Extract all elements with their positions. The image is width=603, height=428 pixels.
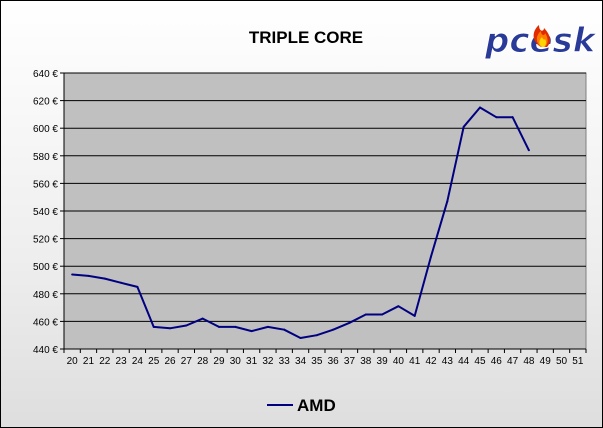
data-point bbox=[201, 317, 204, 320]
data-point bbox=[169, 327, 172, 330]
legend-label-amd: AMD bbox=[297, 396, 336, 415]
data-point bbox=[234, 325, 237, 328]
data-point bbox=[348, 321, 351, 324]
x-tick-label: 29 bbox=[213, 356, 225, 367]
y-tick-label: 560 € bbox=[33, 179, 58, 190]
data-point bbox=[71, 273, 74, 276]
x-tick-label: 28 bbox=[197, 356, 209, 367]
x-tick-label: 23 bbox=[116, 356, 128, 367]
x-tick-label: 50 bbox=[556, 356, 568, 367]
flame-inner bbox=[539, 37, 547, 47]
series-layer bbox=[71, 106, 530, 339]
x-tick-label: 41 bbox=[409, 356, 421, 367]
x-tick-label: 24 bbox=[132, 356, 144, 367]
data-point bbox=[103, 277, 106, 280]
x-axis: 20 21 22 23 24 25 26 27 28 29 30 31 32 33 34 35 36 37 38 39… bbox=[63, 348, 587, 367]
y-tick-label: 440 € bbox=[33, 345, 58, 356]
data-point bbox=[299, 336, 302, 339]
x-tick-label: 44 bbox=[458, 356, 470, 367]
x-tick-label: 42 bbox=[425, 356, 437, 367]
x-tick-label: 37 bbox=[344, 356, 356, 367]
data-point bbox=[250, 330, 253, 333]
x-tick-label: 33 bbox=[279, 356, 291, 367]
y-tick-label: 480 € bbox=[33, 290, 58, 301]
data-point bbox=[87, 274, 90, 277]
y-tick-label: 620 € bbox=[33, 97, 58, 108]
data-point bbox=[332, 328, 335, 331]
legend: AMD bbox=[267, 396, 336, 415]
data-point bbox=[430, 255, 433, 258]
data-point bbox=[511, 116, 514, 119]
x-tick-label: 40 bbox=[393, 356, 405, 367]
chart-title: TRIPLE CORE bbox=[249, 28, 363, 47]
data-point bbox=[413, 314, 416, 317]
data-point bbox=[152, 325, 155, 328]
data-point bbox=[136, 285, 139, 288]
x-tick-label: 43 bbox=[442, 356, 454, 367]
data-point bbox=[266, 325, 269, 328]
y-tick-label: 640 € bbox=[33, 69, 58, 80]
data-point bbox=[283, 328, 286, 331]
x-tick-label: 21 bbox=[83, 356, 95, 367]
x-tick-label: 32 bbox=[262, 356, 274, 367]
y-tick-label: 540 € bbox=[33, 207, 58, 218]
x-tick-label: 34 bbox=[295, 356, 307, 367]
y-tick-label: 580 € bbox=[33, 152, 58, 163]
data-point bbox=[217, 325, 220, 328]
y-axis: 440 € 460 € 480 € 500 € 520 € 540 € 560 € 580 €… bbox=[33, 69, 65, 356]
x-tick-label: 47 bbox=[507, 356, 519, 367]
x-tick-label: 25 bbox=[148, 356, 160, 367]
x-tick-label: 22 bbox=[99, 356, 111, 367]
data-point bbox=[120, 281, 123, 284]
x-tick-label: 48 bbox=[523, 356, 535, 367]
x-tick-label: 35 bbox=[311, 356, 323, 367]
x-tick-label: 39 bbox=[377, 356, 389, 367]
data-point bbox=[397, 305, 400, 308]
y-tick-label: 500 € bbox=[33, 262, 58, 273]
y-tick-label: 600 € bbox=[33, 124, 58, 135]
x-tick-label: 46 bbox=[491, 356, 503, 367]
x-tick-label: 49 bbox=[540, 356, 552, 367]
x-tick-label: 38 bbox=[360, 356, 372, 367]
pcesk-logo: pcesk bbox=[484, 21, 599, 62]
x-tick-label: 31 bbox=[246, 356, 258, 367]
data-point bbox=[495, 116, 498, 119]
y-tick-label: 460 € bbox=[33, 317, 58, 328]
x-tick-label: 45 bbox=[474, 356, 486, 367]
x-tick-label: 26 bbox=[164, 356, 176, 367]
data-point bbox=[315, 334, 318, 337]
data-point bbox=[185, 324, 188, 327]
data-point bbox=[381, 313, 384, 316]
x-tick-label: 27 bbox=[181, 356, 193, 367]
data-point bbox=[462, 125, 465, 128]
data-point bbox=[527, 149, 530, 152]
gridlines bbox=[64, 72, 586, 350]
x-tick-label: 20 bbox=[67, 356, 79, 367]
data-point bbox=[478, 106, 481, 109]
data-point bbox=[446, 200, 449, 203]
x-tick-label: 36 bbox=[328, 356, 340, 367]
y-tick-label: 520 € bbox=[33, 235, 58, 246]
data-point bbox=[364, 313, 367, 316]
x-tick-label: 30 bbox=[230, 356, 242, 367]
flame-icon bbox=[533, 25, 551, 47]
x-tick-label: 51 bbox=[572, 356, 584, 367]
